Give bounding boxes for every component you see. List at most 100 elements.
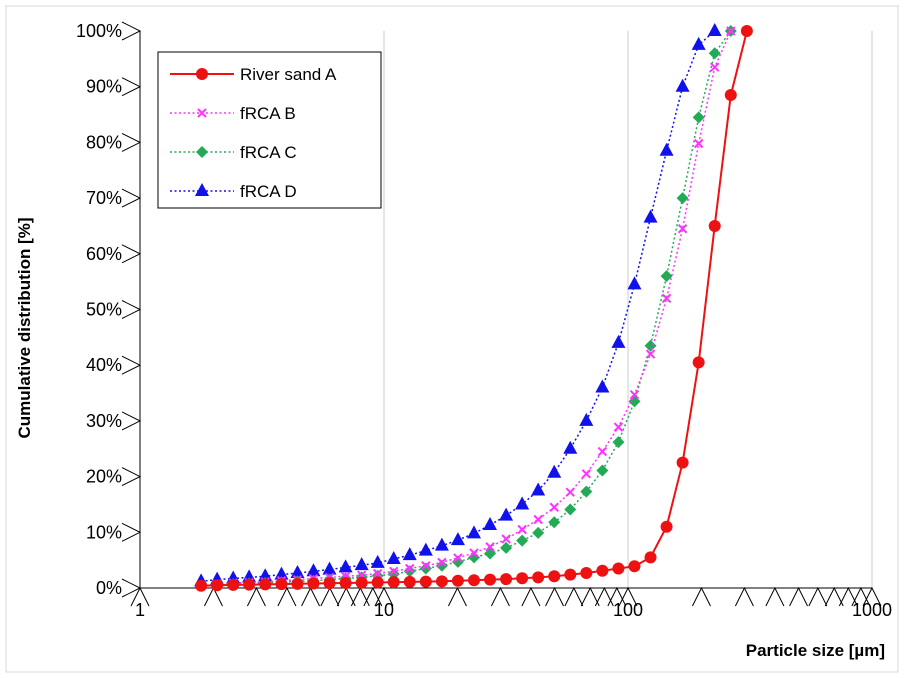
series-0-point-19	[500, 573, 513, 586]
y-tick-label-1: 10%	[86, 522, 122, 542]
legend-entry-1: fRCA B	[170, 104, 296, 123]
series-0-point-30	[676, 456, 689, 469]
y-tick-6	[121, 244, 142, 264]
series-0-point-5	[275, 578, 288, 591]
legend: River sand A fRCA B fRCA C fRCA D	[157, 51, 382, 209]
series-2-point-30	[692, 111, 705, 124]
y-tick-8	[121, 132, 142, 152]
y-tick-4	[121, 355, 142, 375]
series-0-point-25	[596, 564, 609, 577]
series-3-point-20	[515, 496, 530, 510]
x-tick-18	[618, 586, 638, 607]
series-3-point-9	[338, 559, 353, 573]
series-0	[195, 25, 753, 592]
y-tick-label-8: 80%	[86, 132, 122, 152]
grid	[383, 31, 873, 588]
series-2-point-20	[532, 526, 545, 539]
series-0-point-1	[211, 579, 224, 592]
legend-label-1: fRCA B	[240, 104, 296, 123]
series-3-point-15	[434, 537, 449, 551]
series-2-point-28	[660, 270, 673, 283]
series-3-point-26	[611, 334, 626, 348]
series-0-point-33	[724, 89, 737, 102]
series-3-point-6	[290, 564, 305, 578]
x-tick-15	[580, 586, 600, 607]
series-3-point-31	[691, 36, 706, 50]
series-2-point-21	[548, 516, 561, 529]
x-tick-0	[130, 586, 150, 607]
series-0-point-12	[387, 576, 400, 589]
y-tick-7	[121, 188, 142, 208]
y-tick-5	[121, 300, 142, 319]
series-0-point-34	[740, 25, 753, 37]
y-tick-label-7: 70%	[86, 188, 122, 208]
series-3-point-10	[354, 557, 369, 571]
series-2-point-16	[467, 551, 480, 564]
series-3-point-13	[402, 547, 417, 561]
series-3-point-17	[466, 525, 481, 539]
series-3-point-11	[370, 554, 385, 568]
y-tick-label-0: 0%	[96, 578, 122, 598]
x-tick-label-3: 1000	[852, 600, 892, 620]
series-2-point-31	[708, 47, 721, 60]
y-tick-label-4: 40%	[86, 355, 122, 375]
series-3-point-8	[322, 561, 337, 575]
series-3-point-22	[547, 464, 562, 478]
x-tick-9	[374, 586, 394, 607]
series-0-point-26	[612, 562, 625, 575]
series-2-point-29	[676, 192, 689, 205]
legend-entry-0: River sand A	[170, 65, 337, 84]
legend-entry-2: fRCA C	[170, 143, 297, 162]
series-3-point-21	[531, 482, 546, 496]
series-0-point-14	[419, 575, 432, 588]
series-1-point-27	[645, 349, 656, 359]
series-3-point-30	[675, 78, 690, 92]
series-0-point-10	[355, 576, 368, 589]
x-tick-label-2: 100	[613, 600, 643, 620]
series-0-point-8	[323, 577, 336, 590]
series-1-point-16	[469, 548, 479, 558]
series-0-point-24	[580, 566, 593, 579]
series-2-point-24	[596, 464, 609, 477]
x-tick-11	[490, 586, 510, 607]
series-1-point-26	[629, 390, 640, 400]
y-tick-label-6: 60%	[86, 244, 122, 264]
y-tick-2	[121, 467, 142, 487]
series-1-point-30	[693, 138, 704, 149]
series-1-point-20	[533, 514, 543, 525]
y-tick-3	[121, 411, 142, 431]
series-0-point-13	[403, 575, 416, 588]
series-3-point-23	[563, 440, 578, 454]
legend-marker-1	[197, 108, 207, 118]
series-2-point-23	[580, 485, 593, 498]
series-2-point-25	[612, 436, 625, 449]
series-0-point-21	[532, 571, 545, 584]
legend-label-0: River sand A	[240, 65, 337, 84]
series-0-point-15	[435, 575, 448, 588]
y-tick-label-2: 20%	[86, 467, 122, 487]
series-3-point-7	[306, 563, 321, 577]
series-3-point-16	[450, 532, 465, 546]
x-tick-22	[789, 586, 808, 607]
x-tick-27	[862, 586, 882, 607]
x-tick-label-1: 10	[374, 600, 394, 620]
y-tick-label-5: 50%	[86, 300, 122, 320]
series-0-point-22	[548, 570, 561, 583]
x-axis-title: Particle size [µm]	[746, 641, 885, 660]
series-0-point-0	[195, 579, 208, 592]
x-tick-26	[851, 586, 871, 607]
series-1-point-28	[661, 293, 672, 304]
series-2-point-22	[564, 503, 577, 516]
y-tick-9	[121, 77, 142, 97]
series-1-point-14	[437, 557, 447, 568]
series-1-point-18	[501, 534, 511, 544]
series-1-point-22	[565, 487, 575, 497]
x-tick-14	[564, 586, 584, 607]
series-0-point-6	[291, 577, 304, 590]
y-tick-label-9: 90%	[86, 77, 122, 97]
series-0-point-29	[660, 520, 673, 533]
series-2-point-27	[644, 339, 657, 352]
y-axis-title: Cumulative distribution [%]	[15, 218, 34, 439]
legend-marker-3	[195, 183, 209, 196]
